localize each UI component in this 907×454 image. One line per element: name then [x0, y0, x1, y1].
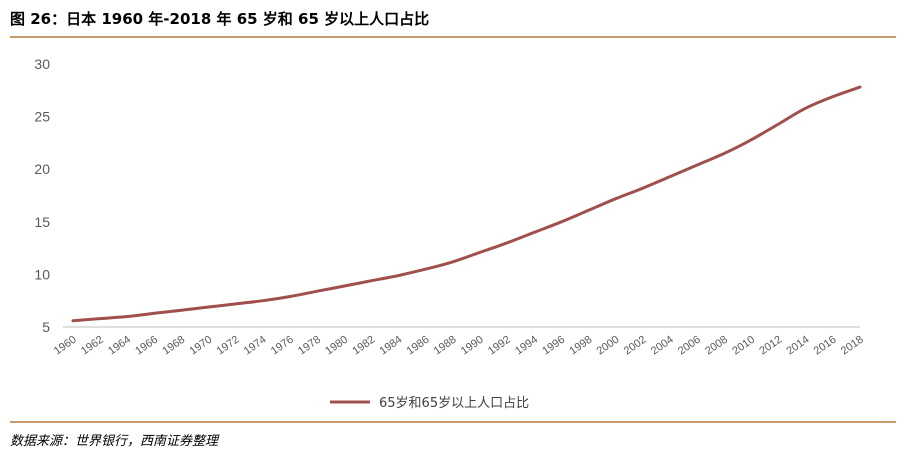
x-tick-label: 2014	[785, 334, 812, 358]
x-tick-label: 2010	[730, 334, 757, 358]
x-tick-label: 2002	[622, 334, 649, 358]
x-tick-label: 1994	[513, 334, 540, 358]
x-tick-label: 2008	[703, 334, 730, 358]
x-tick-label: 1998	[567, 334, 594, 358]
y-tick-label: 15	[34, 214, 50, 230]
x-tick-label: 1972	[215, 334, 242, 358]
y-tick-label: 30	[34, 56, 50, 72]
source-note: 数据来源：世界银行，西南证券整理	[10, 434, 219, 449]
x-tick-label: 1992	[486, 334, 513, 358]
x-tick-label: 1974	[242, 334, 269, 358]
y-tick-label: 10	[34, 266, 50, 282]
x-tick-label: 2012	[757, 334, 784, 358]
x-tick-label: 1984	[377, 334, 404, 358]
x-tick-label: 2006	[676, 334, 703, 358]
x-tick-label: 1988	[432, 334, 459, 358]
x-tick-label: 1978	[296, 334, 323, 358]
top-divider	[10, 36, 896, 38]
x-tick-label: 1986	[405, 334, 432, 358]
x-tick-label: 2004	[649, 334, 676, 358]
x-tick-label: 1976	[269, 334, 296, 358]
y-tick-label: 5	[42, 319, 50, 335]
series-line	[71, 85, 862, 323]
x-tick-label: 1960	[52, 334, 79, 358]
chart-title: 图 26：日本 1960 年-2018 年 65 岁和 65 岁以上人口占比	[10, 10, 430, 28]
x-tick-label: 1966	[133, 334, 160, 358]
x-tick-label: 1962	[79, 334, 106, 358]
x-tick-label: 2018	[839, 334, 866, 358]
x-axis-ticks: 1960 1962 1964 1966 1968 1970 1972 1974 1976 1978…	[52, 334, 866, 358]
x-tick-label: 1968	[160, 334, 187, 358]
x-tick-label: 1964	[106, 334, 133, 358]
bottom-divider	[10, 421, 896, 423]
x-tick-label: 2000	[595, 334, 622, 358]
x-tick-label: 1982	[350, 334, 377, 358]
y-tick-label: 20	[34, 161, 50, 177]
x-tick-label: 1970	[187, 334, 214, 358]
x-tick-label: 1980	[323, 334, 350, 358]
x-tick-label: 2016	[812, 334, 839, 358]
y-axis-ticks: 5 10 15 20 25 30	[34, 56, 50, 335]
legend: 65岁和65岁以上人口占比	[330, 396, 529, 411]
x-tick-label: 1996	[540, 334, 567, 358]
x-tick-label: 1990	[459, 334, 486, 358]
y-tick-label: 25	[34, 109, 50, 125]
legend-label: 65岁和65岁以上人口占比	[379, 396, 529, 411]
